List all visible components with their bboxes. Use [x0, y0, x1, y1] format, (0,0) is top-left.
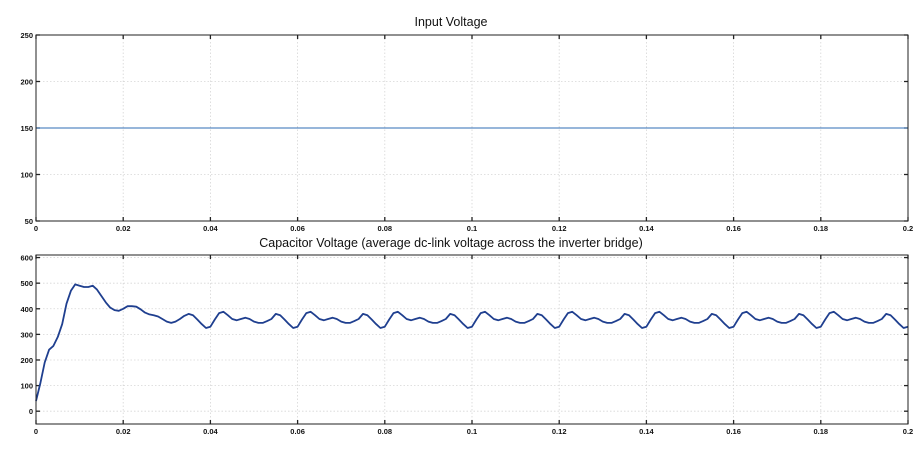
x-tick-label: 0.02	[116, 224, 131, 233]
input-voltage-title: Input Voltage	[415, 15, 488, 29]
y-tick-label: 50	[25, 217, 33, 226]
x-tick-label: 0.18	[813, 224, 828, 233]
y-tick-label: 200	[20, 78, 33, 87]
x-tick-label: 0.16	[726, 427, 741, 436]
x-tick-label: 0.18	[813, 427, 828, 436]
x-tick-label: 0.06	[290, 427, 305, 436]
x-tick-label: 0.2	[903, 427, 913, 436]
x-tick-label: 0.04	[203, 427, 218, 436]
x-tick-label: 0.14	[639, 427, 654, 436]
y-tick-label: 100	[20, 171, 33, 180]
capacitor-voltage-panel: Capacitor Voltage (average dc-link volta…	[20, 236, 913, 436]
x-tick-label: 0.04	[203, 224, 218, 233]
y-tick-label: 100	[20, 382, 33, 391]
y-tick-label: 0	[29, 407, 33, 416]
x-tick-label: 0.2	[903, 224, 913, 233]
y-tick-label: 250	[20, 31, 33, 40]
x-tick-label: 0	[34, 427, 38, 436]
grid	[36, 255, 908, 424]
plot-frame	[35, 254, 909, 425]
x-tick-label: 0	[34, 224, 38, 233]
input-voltage-panel: Input Voltage 0 0.02 0.04 0.06 0.08 0.1 0.12 0.…	[20, 15, 913, 233]
y-tick-label: 400	[20, 305, 33, 314]
x-tick-label: 0.02	[116, 427, 131, 436]
x-tick-label: 0.16	[726, 224, 741, 233]
plot-frame	[35, 34, 909, 222]
y-tick-label: 150	[20, 124, 33, 133]
x-tick-label: 0.1	[467, 427, 477, 436]
x-tick-label: 0.12	[552, 427, 567, 436]
x-tick-label: 0.12	[552, 224, 567, 233]
x-tick-label: 0.1	[467, 224, 477, 233]
y-tick-label: 600	[20, 254, 33, 263]
y-tick-label: 500	[20, 279, 33, 288]
y-tick-label: 200	[20, 356, 33, 365]
x-tick-label: 0.08	[377, 224, 392, 233]
capacitor-voltage-title: Capacitor Voltage (average dc-link volta…	[259, 236, 643, 250]
series-line-0	[35, 283, 909, 402]
x-tick-label: 0.14	[639, 224, 654, 233]
x-tick-label: 0.06	[290, 224, 305, 233]
y-tick-label: 300	[20, 330, 33, 339]
x-tick-label: 0.08	[377, 427, 392, 436]
